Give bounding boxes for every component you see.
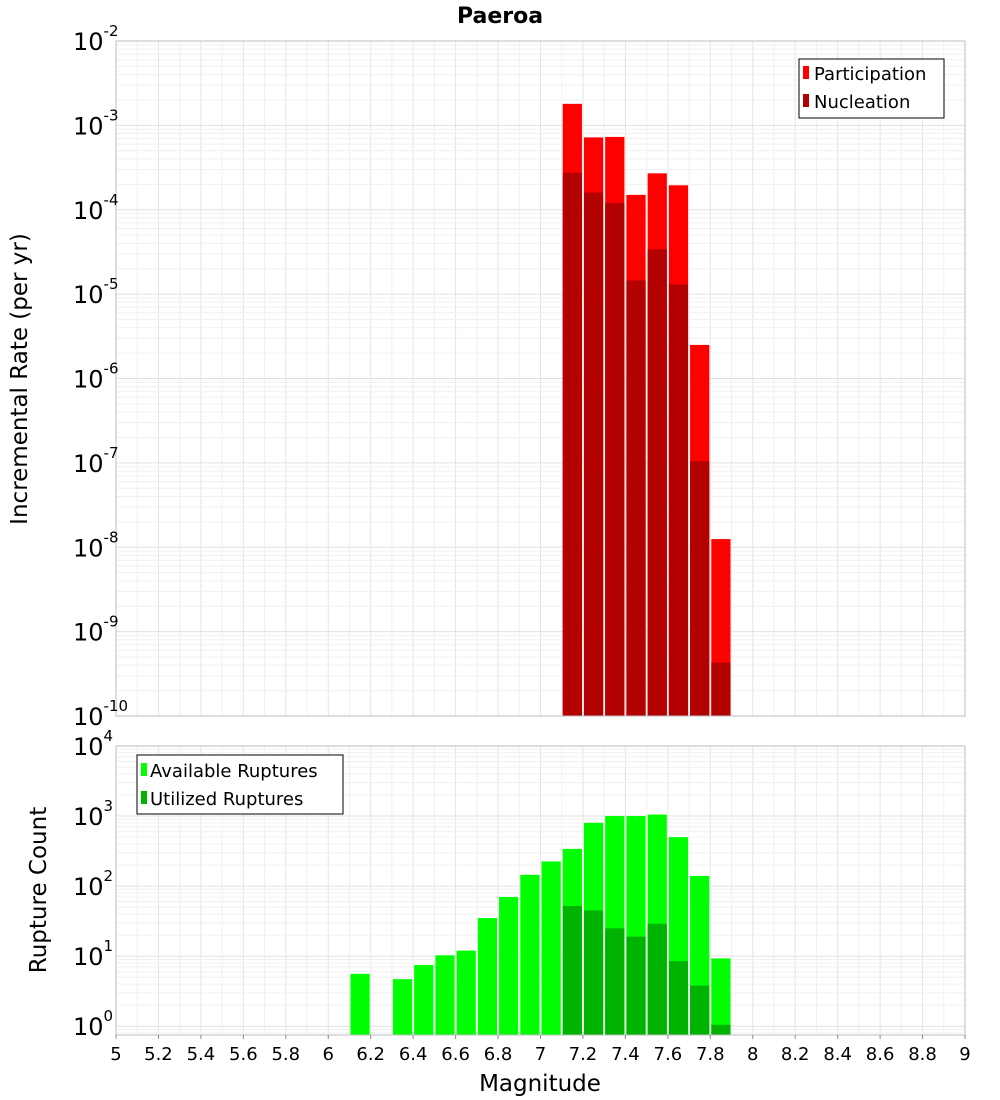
y-tick-label: 10-10	[73, 697, 128, 731]
y-tick-label: 103	[73, 797, 113, 831]
chart-title: Paeroa	[457, 4, 543, 29]
x-tick-label: 7	[535, 1044, 546, 1065]
nucleation-legend-label: Nucleation	[814, 92, 910, 113]
available-legend-label: Available Ruptures	[150, 761, 318, 782]
x-tick-label: 6	[323, 1044, 334, 1065]
y-tick-label: 10-6	[73, 360, 119, 394]
available-ruptures-bar	[711, 958, 731, 1035]
y-tick-label: 10-4	[73, 191, 119, 225]
y-tick-label: 100	[73, 1007, 113, 1041]
rate-y-axis-label: Incremental Rate (per yr)	[7, 233, 33, 525]
y-tick-label: 104	[73, 727, 113, 761]
participation-legend-swatch	[803, 66, 809, 79]
rate-plot-frame	[115, 40, 966, 717]
y-tick-label: 10-5	[73, 275, 119, 309]
available-ruptures-bar	[350, 973, 370, 1035]
x-tick-label: 5	[110, 1044, 121, 1065]
x-tick-label: 8.8	[908, 1044, 937, 1065]
x-tick-label: 5.4	[187, 1044, 216, 1065]
y-tick-label: 101	[73, 937, 113, 971]
available-ruptures-bar	[541, 861, 561, 1035]
y-tick-label: 10-9	[73, 613, 119, 647]
x-tick-label: 6.4	[399, 1044, 428, 1065]
available-ruptures-bar	[456, 950, 476, 1035]
y-tick-label: 102	[73, 867, 113, 901]
magnitude-x-ticks: 5 5.2 5.4 5.6 5.8 6 6.2 6.4 6.6 6.8 7 7.2 7.4 7.6 7.8 8…	[110, 1035, 971, 1065]
available-ruptures-bar	[414, 964, 434, 1035]
x-tick-label: 8.2	[781, 1044, 810, 1065]
nucleation-bar	[690, 461, 710, 716]
available-ruptures-bar	[392, 979, 413, 1035]
utilized-ruptures-bar	[647, 923, 667, 1035]
count-y-ticks: 104 103 102 101 100	[73, 727, 113, 1041]
x-tick-label: 5.2	[144, 1044, 173, 1065]
x-tick-label: 6.6	[441, 1044, 470, 1065]
utilized-ruptures-bar	[626, 936, 646, 1035]
count-panel: 104 103 102 101 100 5 5.2 5.4 5.6 5.8 6 6.2 6.4 6.6 6…	[26, 727, 971, 1097]
nucleation-bar	[583, 192, 604, 717]
nucleation-bar	[626, 280, 646, 716]
y-tick-label: 10-8	[73, 528, 119, 562]
x-tick-label: 8.4	[823, 1044, 852, 1065]
nucleation-bar	[711, 662, 731, 716]
utilized-legend-label: Utilized Ruptures	[150, 789, 303, 810]
x-tick-label: 7.2	[569, 1044, 598, 1065]
available-legend-swatch	[141, 763, 147, 776]
x-tick-label: 7.8	[696, 1044, 725, 1065]
rate-gridlines	[115, 40, 966, 717]
rate-bars	[562, 103, 731, 717]
x-tick-label: 5.8	[271, 1044, 300, 1065]
available-ruptures-bar	[477, 918, 498, 1035]
y-tick-label: 10-3	[73, 106, 119, 140]
nucleation-bar	[647, 249, 667, 716]
y-tick-label: 10-2	[73, 22, 119, 56]
count-legend: Available Ruptures Utilized Ruptures	[136, 754, 344, 815]
nucleation-bar	[605, 203, 625, 716]
x-tick-label: 7.4	[611, 1044, 640, 1065]
available-ruptures-bar	[435, 955, 455, 1035]
x-tick-label: 6.2	[356, 1044, 385, 1065]
rate-y-ticks: 10-2 10-3 10-4 10-5 10-6 10-7 10-8 10-9 10-10	[73, 22, 128, 731]
utilized-ruptures-bar	[711, 1024, 731, 1035]
x-tick-label: 8	[747, 1044, 758, 1065]
x-tick-label: 5.6	[229, 1044, 258, 1065]
participation-legend-label: Participation	[814, 64, 926, 85]
available-ruptures-bar	[499, 896, 519, 1035]
nucleation-bar	[668, 284, 689, 716]
x-tick-label: 6.8	[484, 1044, 513, 1065]
utilized-ruptures-bar	[583, 910, 604, 1035]
x-tick-label: 8.6	[866, 1044, 895, 1065]
utilized-ruptures-bar	[668, 961, 689, 1035]
rate-legend-box	[798, 58, 945, 119]
rate-panel: 10-2 10-3 10-4 10-5 10-6 10-7 10-8 10-9 10-10 In…	[7, 22, 966, 731]
utilized-legend-swatch	[141, 791, 147, 804]
x-axis-label: Magnitude	[479, 1071, 601, 1097]
utilized-ruptures-bar	[605, 928, 625, 1035]
utilized-ruptures-bar	[562, 906, 582, 1035]
count-legend-box	[136, 754, 344, 815]
count-bars	[350, 814, 731, 1035]
nucleation-bar	[562, 172, 582, 717]
rate-legend: Participation Nucleation	[798, 58, 945, 119]
x-tick-label: 7.6	[654, 1044, 683, 1065]
count-y-axis-label: Rupture Count	[26, 807, 52, 973]
utilized-ruptures-bar	[690, 985, 710, 1035]
y-tick-label: 10-7	[73, 444, 119, 478]
available-ruptures-bar	[520, 874, 540, 1035]
x-tick-label: 9	[959, 1044, 970, 1065]
nucleation-legend-swatch	[803, 94, 809, 107]
